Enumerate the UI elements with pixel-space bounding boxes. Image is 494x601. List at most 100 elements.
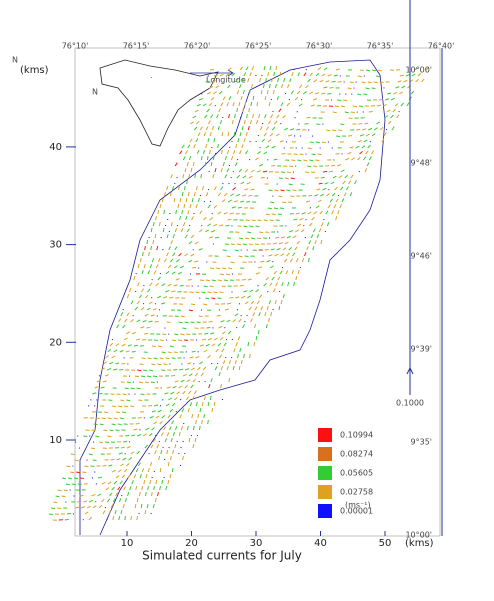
current-vector <box>379 126 384 131</box>
current-vector <box>88 516 92 521</box>
current-vector <box>263 66 266 71</box>
current-vector <box>359 134 364 137</box>
current-vector <box>122 504 125 509</box>
current-vector <box>157 409 162 413</box>
current-vector <box>255 120 259 125</box>
current-vector <box>245 132 248 137</box>
current-vector <box>381 138 385 143</box>
current-vector <box>202 366 207 371</box>
current-vector <box>134 503 137 509</box>
current-vector <box>177 271 182 275</box>
current-vector <box>286 252 290 257</box>
x-tick-label: 40 <box>314 538 327 549</box>
current-vector <box>203 413 205 419</box>
current-vector <box>103 411 109 414</box>
current-vector <box>143 479 146 485</box>
y-tick-label: 10 <box>49 435 62 446</box>
inset-arrow-label: Longitude <box>206 76 246 85</box>
current-vector <box>257 219 262 222</box>
current-vector <box>363 139 368 143</box>
legend-swatch <box>318 428 332 442</box>
current-vector <box>255 272 260 275</box>
current-vector <box>132 331 137 335</box>
current-vector <box>349 192 353 197</box>
current-vector <box>187 191 190 197</box>
current-vector <box>151 363 156 366</box>
current-vector <box>187 144 191 149</box>
current-vector <box>258 266 263 269</box>
current-vector <box>230 193 234 197</box>
current-vector <box>182 455 184 461</box>
current-vector <box>376 121 381 125</box>
current-vector <box>330 181 335 185</box>
current-vector <box>119 480 123 485</box>
current-vector <box>399 91 403 95</box>
current-vector <box>149 479 152 485</box>
current-vector <box>262 83 265 89</box>
current-vector <box>192 266 197 269</box>
current-vector <box>149 462 153 467</box>
current-vector <box>299 217 304 221</box>
current-vector <box>237 206 242 209</box>
current-vector <box>113 480 118 485</box>
current-vector <box>53 501 58 504</box>
current-vector <box>99 441 104 444</box>
current-vector <box>207 91 212 95</box>
current-vector <box>119 349 124 353</box>
inset-map: · Longitude N <box>92 59 246 147</box>
current-vector <box>364 168 368 173</box>
current-vector <box>100 498 105 503</box>
current-vector <box>159 204 162 209</box>
current-vector <box>178 321 183 324</box>
x-tick-label: 50 <box>379 538 392 549</box>
current-vector <box>301 258 305 263</box>
current-vector <box>340 169 345 173</box>
current-vector <box>130 387 135 390</box>
current-vector <box>126 399 131 402</box>
current-vector <box>232 319 237 323</box>
current-vector <box>161 415 166 419</box>
current-vector <box>239 284 244 287</box>
current-vector <box>317 199 322 203</box>
top-label: 76°15' <box>123 42 150 51</box>
current-vector <box>265 77 267 83</box>
current-vector <box>340 186 344 191</box>
current-vector <box>275 133 280 137</box>
current-vector <box>274 120 278 125</box>
current-vector <box>233 348 236 353</box>
current-vector <box>348 180 352 185</box>
current-vector <box>206 108 210 113</box>
current-vector <box>286 235 291 239</box>
current-vector <box>193 144 196 149</box>
current-vector <box>242 175 247 179</box>
current-vector <box>268 102 271 107</box>
current-vector <box>82 471 87 474</box>
current-vector <box>107 481 112 485</box>
current-vector <box>109 342 114 347</box>
current-vector <box>269 219 274 222</box>
current-vector <box>121 474 126 479</box>
current-vector <box>354 180 357 185</box>
current-vector <box>103 429 108 432</box>
current-vector <box>172 432 175 437</box>
current-vector <box>297 72 300 77</box>
current-vector <box>222 162 225 167</box>
current-vector <box>148 320 153 323</box>
current-vector <box>271 77 273 83</box>
current-vector <box>289 230 294 233</box>
current-vector <box>184 168 187 173</box>
current-vector <box>151 258 155 263</box>
current-vector <box>103 361 107 365</box>
current-vector <box>350 111 355 114</box>
current-vector <box>254 306 258 311</box>
current-vector <box>399 74 404 77</box>
current-vector <box>225 224 230 227</box>
current-vector <box>394 103 399 107</box>
current-vector <box>174 246 178 251</box>
current-vector <box>279 207 284 210</box>
current-vector <box>124 405 129 408</box>
current-vector <box>109 361 114 365</box>
current-vector <box>120 463 125 467</box>
current-vector <box>211 126 215 131</box>
current-vector <box>174 333 179 336</box>
